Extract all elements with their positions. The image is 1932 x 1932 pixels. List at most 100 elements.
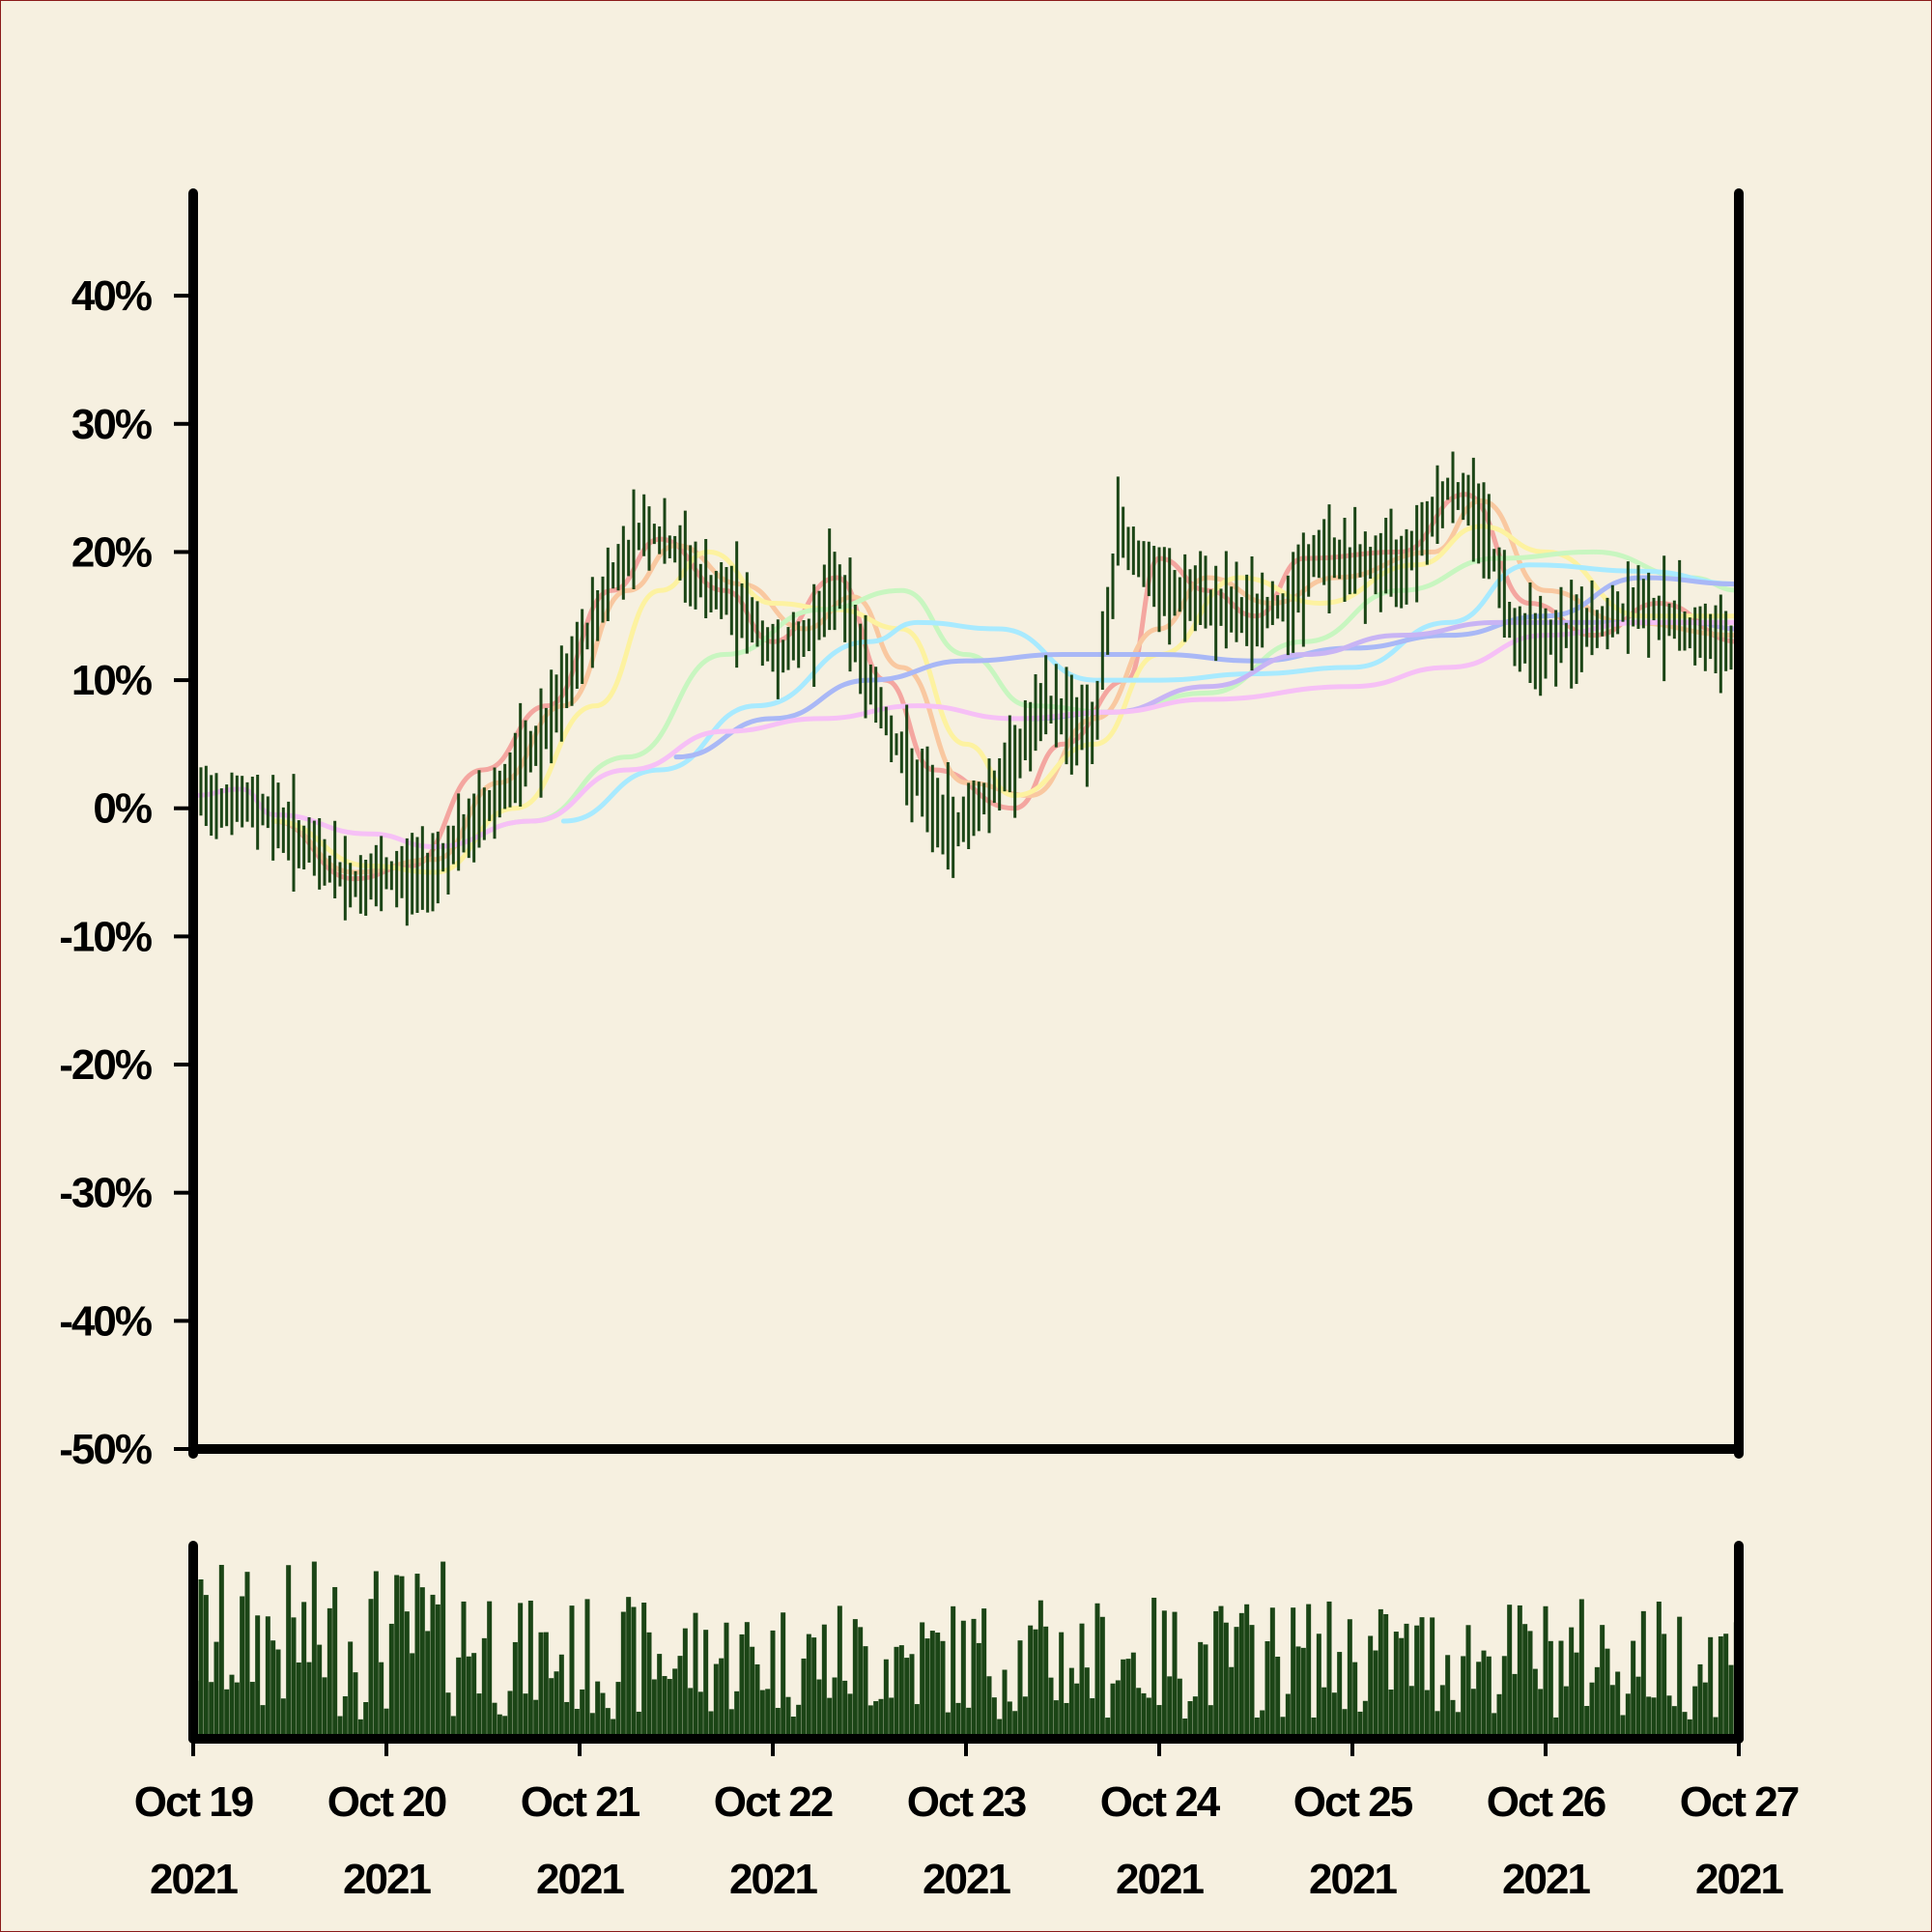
y-axis: -50% -40% -30% -20% -10% 0% 10% 20% 30% 40% xyxy=(59,272,189,1473)
volume-bar xyxy=(1548,1640,1553,1739)
volume-bar xyxy=(1527,1631,1533,1739)
volume-bar xyxy=(940,1640,946,1739)
volume-bar xyxy=(1053,1700,1059,1739)
x-tick-label-year: 2021 xyxy=(1502,1856,1590,1903)
volume-bar xyxy=(1342,1709,1348,1739)
volume-bar xyxy=(357,1719,363,1739)
volume-bar xyxy=(739,1634,745,1739)
volume-bar xyxy=(1275,1656,1281,1739)
volume-bar xyxy=(533,1699,539,1739)
volume-bar xyxy=(615,1682,621,1739)
x-tick-label-date: Oct 23 xyxy=(907,1778,1026,1826)
x-tick-label-date: Oct 21 xyxy=(521,1778,640,1826)
volume-bar xyxy=(518,1603,524,1739)
volume-bar xyxy=(1666,1695,1672,1739)
volume-bar xyxy=(1430,1617,1435,1739)
volume-bar xyxy=(1481,1650,1487,1739)
volume-bar xyxy=(342,1695,348,1739)
volume-bar xyxy=(837,1605,842,1739)
volume-bar xyxy=(1244,1604,1250,1739)
x-tick-label-date: Oct 19 xyxy=(134,1778,253,1826)
volume-bar xyxy=(713,1663,719,1739)
volume-bar xyxy=(435,1604,440,1739)
volume-bar xyxy=(863,1646,868,1739)
volume-bar xyxy=(1295,1646,1301,1739)
volume-bar xyxy=(909,1654,915,1739)
volume-bar xyxy=(1563,1686,1569,1739)
volume-bar xyxy=(682,1628,688,1739)
volume-bar xyxy=(708,1711,714,1739)
volume-bar xyxy=(1249,1625,1255,1739)
volume-bar xyxy=(1280,1717,1286,1739)
volume-bar xyxy=(790,1717,796,1739)
volume-bar xyxy=(1600,1625,1605,1739)
volume-bar xyxy=(1238,1612,1244,1739)
volume-bar xyxy=(1625,1693,1631,1739)
volume-bar xyxy=(945,1712,951,1739)
volume-bar xyxy=(646,1632,652,1739)
volume-bar xyxy=(240,1596,245,1739)
volume-bar xyxy=(1532,1668,1538,1739)
volume-bar xyxy=(1347,1619,1352,1739)
volume-bar xyxy=(796,1704,802,1739)
volume-bar xyxy=(1002,1669,1008,1739)
volume-bar xyxy=(260,1705,266,1739)
volume-bar xyxy=(744,1622,750,1739)
volume-bar xyxy=(1079,1623,1085,1739)
volume-bar xyxy=(1037,1600,1043,1739)
volume-bar xyxy=(1306,1604,1312,1739)
volume-bar xyxy=(404,1611,410,1739)
volume-bar xyxy=(1068,1667,1074,1739)
volume-bar xyxy=(1393,1632,1399,1739)
volume-bar xyxy=(229,1674,235,1739)
volume-bar xyxy=(1028,1625,1034,1739)
volume-bar xyxy=(1223,1622,1229,1739)
volume-bar xyxy=(781,1612,786,1739)
volume-bar xyxy=(1177,1678,1182,1739)
volume-bar xyxy=(821,1624,827,1739)
volume-bar xyxy=(1569,1627,1575,1739)
volume-bar xyxy=(275,1649,281,1739)
volume-bar xyxy=(991,1697,997,1739)
moving-average-line-8 xyxy=(190,619,1742,850)
volume-bar xyxy=(244,1572,250,1739)
volume-bar xyxy=(1697,1663,1703,1739)
volume-bar xyxy=(1620,1715,1626,1739)
volume-bar xyxy=(1198,1641,1204,1739)
volume-bar xyxy=(960,1620,966,1739)
volume-bar xyxy=(1702,1682,1708,1739)
volume-bar xyxy=(554,1671,559,1739)
volume-bar xyxy=(1300,1647,1306,1739)
volume-bar xyxy=(873,1701,879,1739)
moving-average-line-6 xyxy=(673,575,1742,760)
volume-bar xyxy=(1496,1693,1502,1739)
volume-bar xyxy=(858,1627,864,1739)
y-tick-label: 20% xyxy=(71,528,152,576)
volume-bar xyxy=(327,1607,332,1739)
volume-bar xyxy=(502,1716,508,1739)
volume-bar xyxy=(348,1641,354,1739)
volume-bar xyxy=(1635,1676,1641,1739)
volume-bar xyxy=(466,1656,471,1739)
volume-bar xyxy=(1609,1685,1615,1739)
volume-bar xyxy=(1522,1624,1528,1739)
volume-bar xyxy=(935,1633,941,1739)
volume-bar xyxy=(651,1679,657,1739)
volume-bar xyxy=(1584,1706,1590,1739)
x-axis: Oct 19 2021 Oct 20 2021 Oct 21 2021 Oct 22 2021… xyxy=(134,1739,1801,1903)
volume-bar xyxy=(1424,1690,1430,1739)
volume-bar xyxy=(697,1691,703,1739)
volume-bar xyxy=(332,1586,338,1739)
volume-bar xyxy=(976,1642,981,1739)
x-tick-label-year: 2021 xyxy=(729,1856,817,1903)
volume-bar xyxy=(600,1692,606,1739)
volume-bar xyxy=(1605,1648,1610,1739)
volume-bar xyxy=(662,1676,668,1739)
volume-bar xyxy=(785,1696,791,1739)
volume-bar xyxy=(1399,1637,1405,1739)
volume-bar xyxy=(1012,1711,1018,1739)
volume-bar xyxy=(1553,1717,1559,1739)
x-tick-label-year: 2021 xyxy=(343,1856,431,1903)
volume-bar xyxy=(986,1676,992,1739)
volume-bar xyxy=(394,1575,400,1739)
